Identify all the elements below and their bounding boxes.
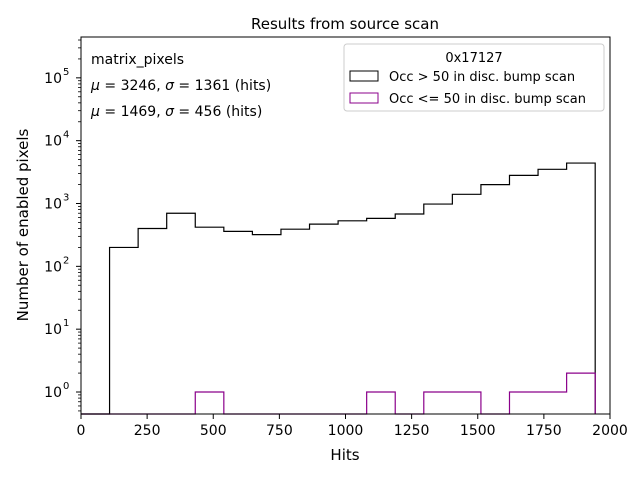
- y-tick-exponent: 5: [63, 67, 69, 78]
- chart-title: Results from source scan: [251, 15, 439, 33]
- stats-annotation: matrix_pixels μ = 3246, σ = 1361 (hits) …: [90, 52, 271, 120]
- histogram-series-0: [81, 162, 596, 415]
- legend: 0x17127 Occ > 50 in disc. bump scan Occ …: [343, 43, 605, 112]
- y-tick-exponent: 2: [63, 255, 69, 266]
- x-axis-label: Hits: [330, 446, 359, 464]
- x-tick-label: 500: [200, 423, 227, 439]
- y-tick-label: 10: [44, 259, 62, 275]
- histogram-bin: [452, 392, 481, 414]
- histogram-bin: [509, 392, 538, 414]
- histogram-bin: [338, 221, 367, 414]
- histogram-bin: [281, 229, 310, 414]
- histogram-bin: [195, 227, 224, 414]
- histogram-bin: [367, 218, 396, 414]
- histogram-bin: [452, 194, 481, 414]
- legend-swatch-occ-gt-50: [349, 70, 379, 82]
- y-tick-exponent: 3: [63, 193, 69, 204]
- legend-label-occ-le-50: Occ <= 50 in disc. bump scan: [389, 92, 586, 107]
- x-tick-label: 250: [134, 423, 161, 439]
- histogram-bin: [424, 204, 453, 414]
- y-tick-exponent: 1: [63, 318, 69, 329]
- histogram-bin: [252, 235, 281, 414]
- legend-label-occ-gt-50: Occ > 50 in disc. bump scan: [389, 70, 575, 85]
- histogram-bin: [509, 175, 538, 414]
- y-axis-label: Number of enabled pixels: [14, 128, 32, 321]
- stat2-sigma: 456: [195, 104, 222, 120]
- histogram-series-1: [81, 372, 596, 415]
- histogram-bin: [481, 185, 510, 414]
- histogram-bin: [538, 392, 567, 414]
- histogram-marks: [81, 162, 596, 415]
- x-axis-ticks: 0 250 500 750 1000 1250 1500 1750 2000: [77, 414, 628, 439]
- stat2-unit: (hits): [226, 104, 262, 120]
- histogram-bin: [367, 392, 396, 414]
- histogram-bin: [395, 214, 424, 414]
- stat1-mu: 3246: [121, 78, 157, 94]
- x-tick-label: 1000: [328, 423, 364, 439]
- annotation-stat-1: μ = 3246, σ = 1361 (hits): [90, 78, 271, 94]
- annotation-label: matrix_pixels: [91, 52, 184, 68]
- x-tick-label: 0: [77, 423, 86, 439]
- histogram-bin: [567, 373, 596, 414]
- histogram-bin: [224, 231, 253, 414]
- legend-title: 0x17127: [445, 51, 502, 66]
- y-tick-exponent: 4: [63, 130, 69, 141]
- x-tick-label: 1500: [460, 423, 496, 439]
- x-tick-label: 750: [266, 423, 293, 439]
- histogram-bin: [195, 392, 224, 414]
- x-tick-label: 1250: [394, 423, 430, 439]
- histogram-bin: [110, 247, 139, 414]
- histogram-bin: [167, 213, 196, 414]
- y-tick-label: 10: [44, 134, 62, 150]
- y-tick-label: 10: [44, 385, 62, 401]
- x-tick-label: 1750: [526, 423, 562, 439]
- histogram-bin: [424, 392, 453, 414]
- y-tick-label: 10: [44, 322, 62, 338]
- histogram-bin: [310, 224, 339, 414]
- y-tick-label: 10: [44, 71, 62, 87]
- y-tick-exponent: 0: [63, 381, 69, 392]
- histogram-bin: [138, 229, 167, 414]
- y-tick-label: 10: [44, 197, 62, 213]
- annotation-stat-2: μ = 1469, σ = 456 (hits): [90, 104, 262, 120]
- legend-box: [343, 43, 605, 112]
- stat1-unit: (hits): [235, 78, 271, 94]
- stat2-mu: 1469: [121, 104, 157, 120]
- histogram-bin: [538, 169, 567, 414]
- x-tick-label: 2000: [592, 423, 628, 439]
- legend-swatch-occ-le-50: [349, 92, 379, 104]
- stat1-sigma: 1361: [195, 78, 231, 94]
